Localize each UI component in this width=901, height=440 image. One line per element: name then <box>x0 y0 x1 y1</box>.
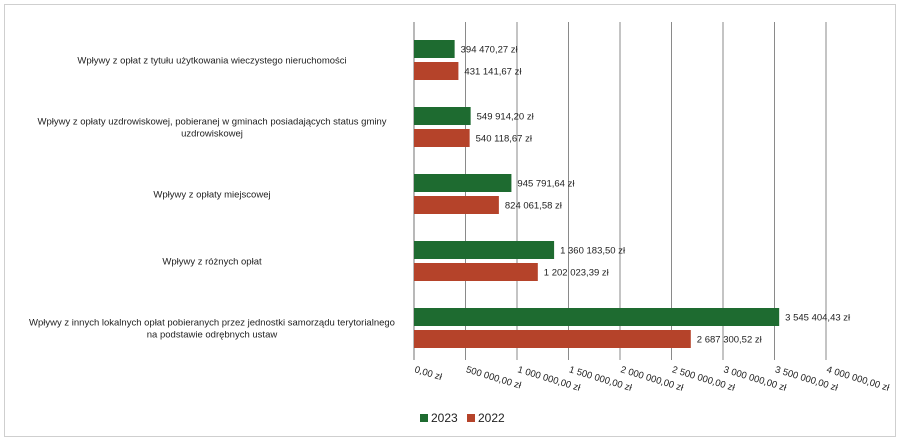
bar-2023-4 <box>414 308 780 326</box>
bar-2022-0 <box>414 62 459 80</box>
data-label-2023-4: 3 545 404,43 zł <box>785 313 851 324</box>
category-label-2-0: Wpływy z opłaty miejscowej <box>153 190 270 201</box>
data-label-2023-2: 945 791,64 zł <box>517 179 575 190</box>
bar-2023-1 <box>414 107 471 125</box>
data-label-2023-0: 394 470,27 zł <box>461 45 519 56</box>
data-label-2022-1: 540 118,67 zł <box>476 134 533 145</box>
category-label-4-1: na podstawie odrębnych ustaw <box>147 330 278 341</box>
legend-swatch-2022 <box>467 414 475 422</box>
bar-2022-2 <box>414 196 499 214</box>
x-tick-label-0: 0,00 zł <box>413 364 444 383</box>
bar-2023-0 <box>414 40 455 58</box>
bar-2022-1 <box>414 129 470 147</box>
category-label-0-0: Wpływy z opłat z tytułu użytkowania wiec… <box>77 56 346 67</box>
data-label-2023-1: 549 914,20 zł <box>477 112 535 123</box>
bar-2023-3 <box>414 241 555 259</box>
data-label-2023-3: 1 360 183,50 zł <box>560 246 626 257</box>
category-label-1-1: uzdrowiskowej <box>181 129 243 140</box>
bar-2022-4 <box>414 330 691 348</box>
legend-label-2023: 2023 <box>431 411 458 425</box>
legend-swatch-2023 <box>420 414 428 422</box>
data-label-2022-3: 1 202 023,39 zł <box>544 268 610 279</box>
x-tick-label-1: 500 000,00 zł <box>465 364 524 391</box>
data-label-2022-2: 824 061,58 zł <box>505 201 563 212</box>
bar-2023-2 <box>414 174 512 192</box>
bar-2022-3 <box>414 263 538 281</box>
data-label-2022-4: 2 687 300,52 zł <box>697 335 763 346</box>
category-label-4-0: Wpływy z innych lokalnych opłat pobieran… <box>29 318 395 329</box>
legend-label-2022: 2022 <box>478 411 505 425</box>
data-label-2022-0: 431 141,67 zł <box>464 67 522 78</box>
category-label-3-0: Wpływy z różnych opłat <box>162 257 262 268</box>
category-label-1-0: Wpływy z opłaty uzdrowiskowej, pobierane… <box>37 117 386 128</box>
